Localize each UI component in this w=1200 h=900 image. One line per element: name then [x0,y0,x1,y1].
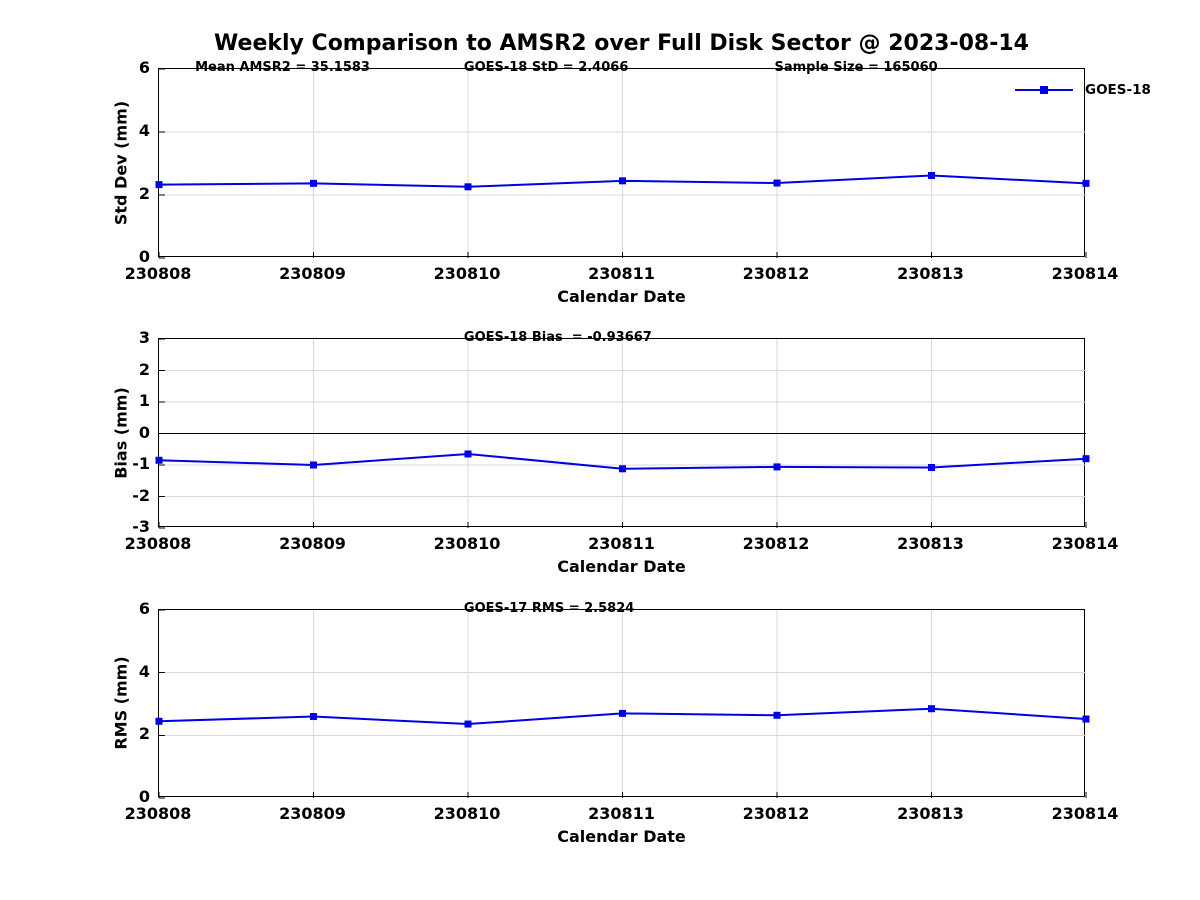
y-tick-label: 6 [138,58,150,77]
y-axis-label-stddev: Std Dev (mm) [111,100,131,225]
plot-area-stddev [155,68,1090,259]
data-point-marker [155,717,163,725]
x-axis-label-rms: Calendar Date [557,827,686,846]
y-tick-label: 0 [138,422,150,442]
plot-annotation-stddev-2: Sample Size = 165060 [774,60,938,75]
x-tick-label: 230813 [897,804,964,823]
plot-annotation-rms-0: GOES-17 RMS = 2.5824 [463,601,635,616]
y-tick-label: -2 [132,485,150,505]
y-tick-label: 4 [138,661,150,681]
plot-area-rms [155,609,1090,799]
y-tick-label: 0 [138,787,150,806]
x-axis-label-bias: Calendar Date [557,557,686,576]
y-tick-label: 2 [138,724,150,744]
data-point-marker [464,450,472,458]
x-tick-label: 230810 [433,264,501,283]
x-tick-label: 230808 [124,804,192,823]
data-point-marker [1082,179,1090,187]
x-tick-label: 230808 [124,264,192,283]
y-tick-label: 2 [138,184,150,203]
square-icon [1040,86,1048,94]
x-tick-label: 230810 [433,534,501,553]
data-point-marker [773,711,781,719]
data-point-marker [1082,715,1090,723]
legend-label: GOES-18 [1085,82,1151,98]
y-tick-label: 3 [138,328,150,347]
plot-annotation-stddev-0: Mean AMSR2 = 35.1583 [195,60,370,75]
data-point-marker [464,183,472,191]
y-tick-label: 1 [138,391,150,410]
data-point-marker [310,713,317,721]
y-tick-label: 2 [138,359,150,379]
data-point-marker [773,463,781,471]
plot-annotation-stddev-1: GOES-18 StD = 2.4066 [463,60,629,75]
plot-svg-rms [155,609,1090,799]
data-point-marker [310,461,317,469]
data-point-marker [155,181,163,189]
y-tick-label: 0 [138,247,150,266]
plot-svg-stddev [155,68,1090,259]
y-axis-label-rms: RMS (mm) [111,656,131,750]
x-tick-label: 230814 [1051,804,1119,823]
y-tick-label: 6 [138,599,150,618]
x-tick-label: 230811 [588,264,655,283]
data-point-marker [619,177,626,185]
x-tick-label: 230808 [124,534,192,553]
x-tick-label: 230812 [742,264,810,283]
y-tick-label: -1 [132,454,150,473]
x-tick-label: 230813 [897,534,964,553]
x-tick-label: 230811 [588,804,655,823]
y-tick-label: -3 [132,517,150,536]
data-point-marker [464,720,472,728]
y-axis-label-bias: Bias (mm) [111,386,131,479]
plot-area-bias [155,338,1090,529]
data-point-marker [619,465,626,473]
x-tick-label: 230810 [433,804,501,823]
x-tick-label: 230814 [1051,534,1119,553]
x-tick-label: 230809 [279,534,346,553]
x-tick-label: 230809 [279,264,346,283]
legend-line-sample [1015,86,1073,94]
x-tick-label: 230813 [897,264,964,283]
x-tick-label: 230812 [742,534,810,553]
plot-svg-bias [155,338,1090,529]
data-point-marker [310,179,317,187]
x-tick-label: 230812 [742,804,810,823]
data-point-marker [928,171,935,179]
data-point-marker [1082,455,1090,463]
data-point-marker [155,456,163,464]
figure-title: Weekly Comparison to AMSR2 over Full Dis… [214,31,1029,56]
x-tick-label: 230811 [588,534,655,553]
x-tick-label: 230814 [1051,264,1119,283]
x-tick-label: 230809 [279,804,346,823]
legend: GOES-18 [1013,82,1173,98]
data-point-marker [773,179,781,187]
data-point-marker [928,705,935,713]
x-axis-label-stddev: Calendar Date [557,287,686,306]
y-tick-label: 4 [138,121,150,140]
data-point-marker [928,464,935,472]
data-point-marker [619,709,626,717]
plot-annotation-bias-0: GOES-18 Bias = -0.93667 [463,330,652,345]
